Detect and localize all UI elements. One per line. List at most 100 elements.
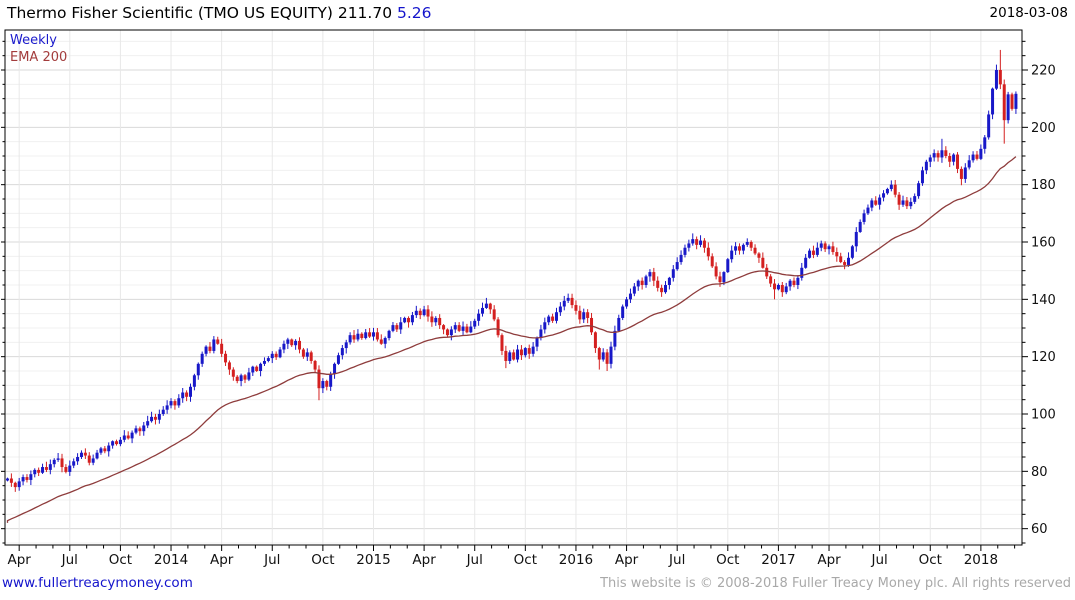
- candle-up: [118, 439, 122, 445]
- candle-up: [558, 306, 562, 313]
- candle-up: [403, 317, 407, 323]
- instrument-title: Thermo Fisher Scientific (TMO US EQUITY)…: [7, 4, 393, 22]
- candle-down: [504, 350, 508, 361]
- candle-up: [48, 464, 52, 470]
- candle-up: [391, 325, 395, 331]
- x-tick-label: Oct: [919, 552, 942, 568]
- candle-down: [823, 243, 827, 250]
- x-tick-label: 2016: [559, 552, 593, 568]
- candle-down: [395, 325, 399, 330]
- candle-down: [60, 458, 64, 468]
- candle-down: [407, 317, 411, 323]
- candle-down: [893, 184, 897, 195]
- candle-down: [956, 154, 960, 169]
- candle-up: [963, 167, 967, 179]
- candle-up: [815, 247, 819, 255]
- y-tick-label: 220: [1031, 64, 1056, 79]
- candle-up: [111, 441, 115, 446]
- candle-down: [298, 340, 302, 350]
- candle-up: [508, 352, 512, 361]
- y-axis: 60 80 100 120 140 160 180 200 220: [1, 40, 1056, 544]
- website-link[interactable]: www.fullertreacymoney.com: [2, 575, 193, 591]
- candle-down: [360, 333, 364, 339]
- x-tick-label: Apr: [817, 552, 841, 568]
- candle-up: [862, 213, 866, 222]
- candle-up: [262, 360, 266, 364]
- candle-down: [496, 319, 500, 336]
- ema-line: [6, 156, 1017, 523]
- chart-date: 2018-03-08: [989, 5, 1068, 21]
- candle-up: [991, 88, 995, 115]
- legend-ema: EMA 200: [10, 50, 68, 65]
- candle-up: [741, 244, 745, 251]
- x-tick-label: Jul: [61, 552, 78, 568]
- candle-up: [270, 353, 274, 359]
- candle-up: [613, 330, 617, 347]
- candle-up: [531, 346, 535, 354]
- candle-up: [410, 315, 414, 323]
- candle-up: [566, 297, 570, 301]
- candle-up: [691, 239, 695, 244]
- candle-up: [142, 425, 146, 432]
- ema-overlay: [6, 156, 1017, 523]
- candle-down: [706, 247, 710, 257]
- candle-up: [251, 366, 255, 373]
- x-tick-label: 2017: [761, 552, 795, 568]
- candle-down: [765, 267, 769, 277]
- x-tick-label: Jul: [870, 552, 887, 568]
- candle-up: [282, 343, 286, 350]
- candle-down: [843, 262, 847, 265]
- candle-down: [710, 256, 714, 267]
- candle-up: [196, 363, 200, 376]
- candle-up: [146, 421, 150, 426]
- candle-up: [800, 267, 804, 278]
- candle-down: [718, 276, 722, 283]
- x-tick-label: Oct: [716, 552, 739, 568]
- candle-up: [675, 262, 679, 270]
- candle-up: [461, 326, 465, 331]
- candle-down: [488, 303, 492, 310]
- candle-up: [913, 196, 917, 202]
- candle-up: [177, 398, 181, 406]
- candle-up: [484, 303, 488, 308]
- candle-down: [445, 329, 449, 336]
- candle-up: [543, 322, 547, 330]
- candle-up: [336, 355, 340, 364]
- candle-down: [593, 332, 597, 349]
- candle-down: [831, 246, 835, 253]
- candle-up: [617, 317, 621, 331]
- y-tick-label: 80: [1031, 465, 1048, 480]
- candle-up: [885, 188, 889, 194]
- candle-up: [259, 363, 263, 372]
- candle-down: [944, 150, 948, 157]
- candle-up: [547, 316, 551, 323]
- candle-down: [757, 253, 761, 258]
- candle-down: [811, 250, 815, 255]
- candle-down: [959, 168, 963, 179]
- candle-up: [21, 477, 25, 482]
- candle-up: [453, 325, 457, 330]
- candle-down: [839, 256, 843, 263]
- y-tick-label: 140: [1031, 293, 1056, 308]
- candle-up: [68, 465, 72, 472]
- candle-down: [426, 309, 430, 317]
- candle-up: [858, 221, 862, 232]
- candle-up: [601, 352, 605, 360]
- candle-down: [769, 276, 773, 284]
- candle-up: [671, 269, 675, 278]
- candle-up: [644, 276, 648, 286]
- candle-up: [305, 352, 309, 357]
- candle-up: [383, 338, 387, 344]
- candle-down: [500, 335, 504, 351]
- candle-up: [854, 231, 858, 247]
- candle-down: [438, 317, 442, 326]
- candle-up: [846, 257, 850, 265]
- candle-up: [796, 277, 800, 286]
- y-tick-label: 160: [1031, 236, 1056, 251]
- candle-up: [321, 381, 325, 389]
- candle-down: [375, 332, 379, 340]
- candle-up: [664, 285, 668, 293]
- candle-down: [652, 272, 656, 281]
- candle-down: [753, 247, 757, 254]
- candle-down: [309, 352, 313, 361]
